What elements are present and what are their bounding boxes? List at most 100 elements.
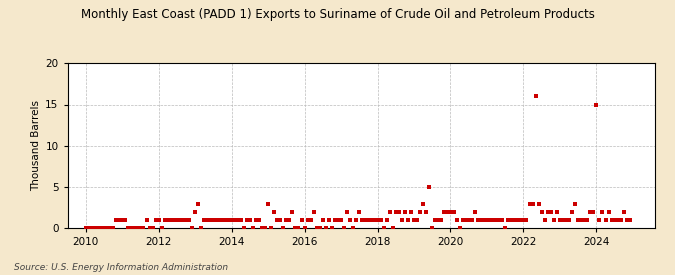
Point <box>90 226 101 230</box>
Point <box>451 218 462 222</box>
Point <box>500 226 510 230</box>
Point <box>524 201 535 206</box>
Point <box>445 210 456 214</box>
Point <box>372 218 383 222</box>
Point <box>466 218 477 222</box>
Point <box>454 226 465 230</box>
Point <box>427 226 437 230</box>
Point <box>327 226 338 230</box>
Point <box>96 226 107 230</box>
Point <box>561 218 572 222</box>
Point <box>181 218 192 222</box>
Point <box>232 218 243 222</box>
Point <box>469 210 480 214</box>
Point <box>196 226 207 230</box>
Point <box>430 218 441 222</box>
Point <box>555 218 566 222</box>
Point <box>548 218 559 222</box>
Point <box>348 226 358 230</box>
Point <box>159 218 170 222</box>
Point <box>433 218 443 222</box>
Point <box>220 218 231 222</box>
Point <box>335 218 346 222</box>
Point <box>311 226 322 230</box>
Point <box>414 210 425 214</box>
Point <box>354 210 364 214</box>
Point <box>169 218 180 222</box>
Point <box>275 218 286 222</box>
Point <box>509 218 520 222</box>
Point <box>126 226 137 230</box>
Point <box>230 218 240 222</box>
Point <box>187 226 198 230</box>
Point <box>558 218 568 222</box>
Point <box>475 218 486 222</box>
Point <box>248 226 259 230</box>
Point <box>238 226 249 230</box>
Point <box>582 218 593 222</box>
Y-axis label: Thousand Barrels: Thousand Barrels <box>31 100 41 191</box>
Point <box>223 218 234 222</box>
Point <box>351 218 362 222</box>
Point <box>317 218 328 222</box>
Point <box>299 226 310 230</box>
Point <box>284 218 295 222</box>
Point <box>418 201 429 206</box>
Point <box>493 218 504 222</box>
Point <box>457 218 468 222</box>
Point <box>624 218 635 222</box>
Point <box>375 218 386 222</box>
Point <box>369 218 380 222</box>
Point <box>272 218 283 222</box>
Point <box>214 218 225 222</box>
Point <box>442 210 453 214</box>
Point <box>165 218 176 222</box>
Point <box>117 218 128 222</box>
Point <box>600 218 611 222</box>
Point <box>296 218 307 222</box>
Point <box>545 210 556 214</box>
Point <box>86 226 97 230</box>
Point <box>120 218 131 222</box>
Point <box>236 218 246 222</box>
Point <box>512 218 522 222</box>
Point <box>518 218 529 222</box>
Point <box>472 218 483 222</box>
Point <box>402 218 413 222</box>
Point <box>193 201 204 206</box>
Point <box>157 226 167 230</box>
Point <box>527 201 538 206</box>
Point <box>533 201 544 206</box>
Text: Source: U.S. Energy Information Administration: Source: U.S. Energy Information Administ… <box>14 263 227 272</box>
Point <box>250 218 261 222</box>
Point <box>463 218 474 222</box>
Point <box>357 218 368 222</box>
Point <box>163 218 173 222</box>
Point <box>287 210 298 214</box>
Point <box>242 218 252 222</box>
Point <box>171 218 182 222</box>
Point <box>448 210 459 214</box>
Point <box>321 226 331 230</box>
Point <box>406 210 416 214</box>
Point <box>144 226 155 230</box>
Point <box>108 226 119 230</box>
Point <box>436 218 447 222</box>
Point <box>293 226 304 230</box>
Point <box>597 210 608 214</box>
Point <box>129 226 140 230</box>
Point <box>536 210 547 214</box>
Point <box>487 218 498 222</box>
Point <box>153 218 164 222</box>
Point <box>329 218 340 222</box>
Point <box>618 210 629 214</box>
Point <box>175 218 186 222</box>
Point <box>394 210 404 214</box>
Point <box>439 210 450 214</box>
Point <box>588 210 599 214</box>
Point <box>612 218 623 222</box>
Point <box>315 226 325 230</box>
Point <box>521 218 532 222</box>
Point <box>339 226 350 230</box>
Point <box>491 218 502 222</box>
